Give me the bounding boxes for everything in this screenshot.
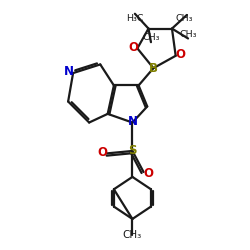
Text: CH₃: CH₃ — [123, 230, 142, 240]
Text: N: N — [64, 65, 74, 78]
Text: CH₃: CH₃ — [176, 14, 193, 23]
Text: B: B — [149, 62, 158, 75]
Text: O: O — [175, 48, 185, 61]
Text: CH₃: CH₃ — [179, 30, 197, 39]
Text: CH₃: CH₃ — [142, 34, 160, 42]
Text: H₃C: H₃C — [126, 14, 144, 23]
Text: O: O — [143, 167, 153, 180]
Text: O: O — [97, 146, 107, 159]
Text: O: O — [128, 40, 138, 54]
Text: N: N — [128, 115, 138, 128]
Text: S: S — [128, 144, 137, 158]
